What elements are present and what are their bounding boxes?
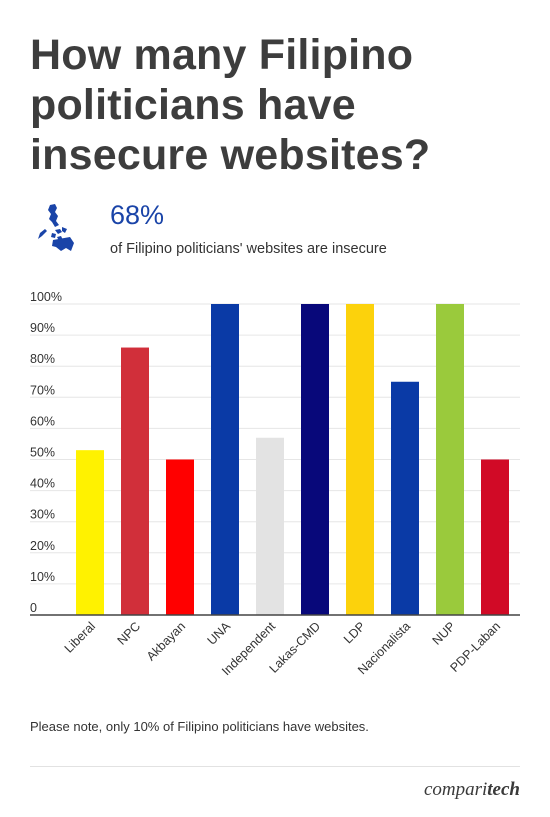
brand-bold: tech — [487, 779, 520, 800]
stat-value: 68% — [110, 200, 165, 230]
comparitech-logo: comparitech — [424, 779, 520, 801]
bar-chart: 0 10% 20% 30% 40% 50% 60% 70% 80% 90% 100% Liberal… — [30, 290, 520, 679]
x-tick-label: Liberal — [62, 619, 98, 655]
y-tick-label: 40% — [30, 477, 55, 491]
y-tick-label: 0 — [30, 601, 37, 615]
bar-una — [211, 304, 239, 615]
y-tick-label: 60% — [30, 414, 55, 428]
bar-npc — [121, 347, 149, 615]
y-axis-labels: 0 10% 20% 30% 40% 50% 60% 70% 80% 90% 100% — [30, 290, 62, 615]
footnote: Please note, only 10% of Filipino politi… — [30, 719, 369, 734]
bar-akbayan — [166, 459, 194, 615]
bar-ldp — [346, 304, 374, 615]
bar-nup — [436, 304, 464, 615]
page-title: How many Filipino politicians have insec… — [30, 31, 431, 179]
x-tick-label: LDP — [341, 619, 368, 646]
x-tick-label: UNA — [205, 619, 234, 648]
y-tick-label: 70% — [30, 383, 55, 397]
philippines-map-icon — [38, 204, 74, 251]
brand-light: compari — [423, 779, 488, 800]
y-tick-label: 90% — [30, 321, 55, 335]
x-tick-label: Akbayan — [144, 619, 188, 663]
bars — [76, 304, 509, 615]
y-tick-label: 80% — [30, 352, 55, 366]
bar-independent — [256, 437, 284, 615]
x-tick-label: NUP — [430, 619, 459, 648]
bar-pdp-laban — [481, 459, 509, 615]
y-tick-label: 30% — [30, 508, 55, 522]
x-axis-labels: Liberal NPC Akbayan UNAIndependentLakas-CMD… — [62, 619, 503, 679]
y-tick-label: 10% — [30, 570, 55, 584]
x-tick-label: NPC — [115, 619, 144, 648]
footer-divider — [30, 766, 520, 767]
bar-nacionalista — [391, 381, 419, 615]
stat-caption: of Filipino politicians' websites are in… — [110, 241, 387, 257]
y-tick-label: 50% — [30, 446, 55, 460]
bar-liberal — [76, 450, 104, 615]
y-tick-label: 100% — [30, 290, 62, 304]
y-tick-label: 20% — [30, 539, 55, 553]
bar-lakas-cmd — [301, 304, 329, 615]
